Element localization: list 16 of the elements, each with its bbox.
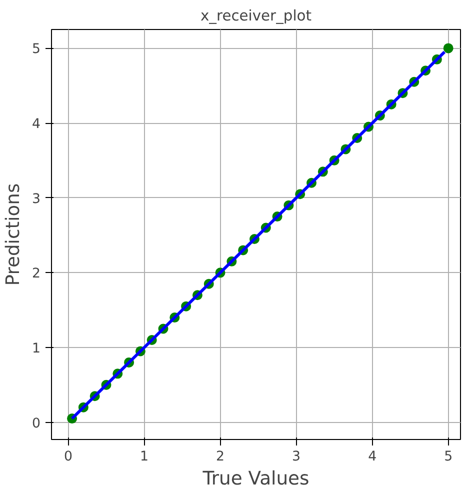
x-tick-label: 3 xyxy=(292,450,301,464)
y-tick-label: 3 xyxy=(32,192,41,207)
x-tick-label: 1 xyxy=(140,450,148,464)
y-tick-label: 2 xyxy=(32,266,41,282)
x-axis-title: True Values xyxy=(202,468,310,490)
y-axis-title: Predictions xyxy=(3,183,24,286)
x-tick-label: 0 xyxy=(64,450,72,464)
chart-title: x_receiver_plot xyxy=(200,8,312,24)
y-tick-label: 0 xyxy=(32,416,41,432)
y-tick-label: 4 xyxy=(32,117,41,132)
x-tick-label: 5 xyxy=(444,450,453,464)
point xyxy=(443,43,454,54)
y-tick-label: 5 xyxy=(32,42,41,58)
x-tick-label: 4 xyxy=(368,450,377,464)
x-tick-label: 2 xyxy=(216,450,225,464)
y-tick-label: 1 xyxy=(32,341,41,356)
